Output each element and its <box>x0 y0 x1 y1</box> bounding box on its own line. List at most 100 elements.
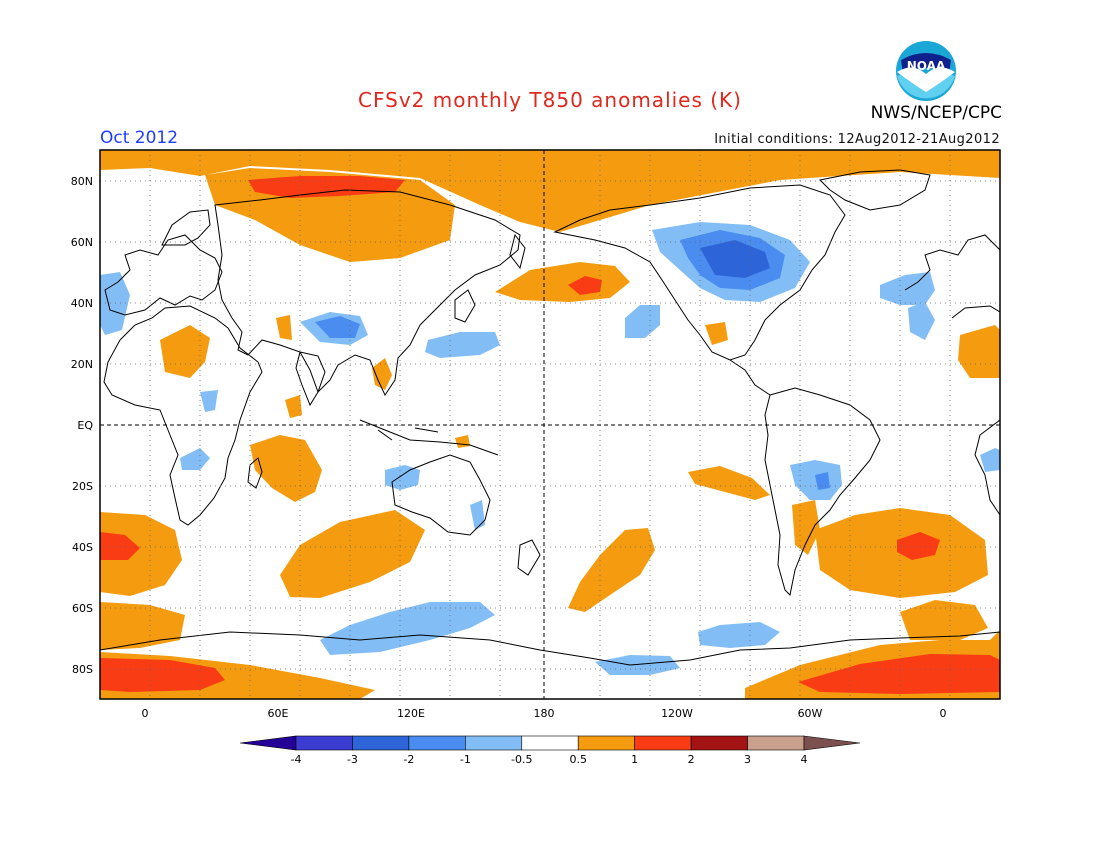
anomaly-n-pacific-core <box>568 276 602 295</box>
anomaly-africa-south <box>180 448 210 470</box>
anomaly-peru-coast <box>688 466 770 500</box>
chart-title: CFSv2 monthly T850 anomalies (K) <box>358 88 742 112</box>
map-frame <box>99 149 1001 700</box>
noaa-logo-text: NOAA <box>907 59 946 73</box>
initial-conditions: Initial conditions: 12Aug2012-21Aug2012 <box>714 132 1000 147</box>
lat-label: EQ <box>77 419 93 432</box>
anomaly-w-africa-lower <box>980 448 1000 472</box>
coast-asia <box>214 189 521 397</box>
lon-label: 60E <box>268 707 289 720</box>
anomaly-c-pacific <box>625 305 660 338</box>
anomaly-indonesia <box>455 435 470 448</box>
lat-label: 60S <box>72 602 93 615</box>
legend-swatch <box>521 735 579 751</box>
anomaly-w-africa-right <box>958 325 1000 378</box>
lon-label: 0 <box>940 707 947 720</box>
lon-label: 120E <box>397 707 425 720</box>
anomaly-n-africa <box>160 325 210 378</box>
anomaly-antarctic-right2 <box>900 600 988 640</box>
legend-swatch <box>352 735 410 751</box>
lat-label: 80S <box>72 663 93 676</box>
anomaly-ross-sea <box>595 655 680 675</box>
lon-label: 0 <box>142 707 149 720</box>
anomaly-siberia-core <box>248 176 405 198</box>
lon-label: 180 <box>534 707 555 720</box>
coast-japan <box>454 289 476 323</box>
lat-label: 40N <box>71 297 93 310</box>
legend-label: -0.5 <box>511 753 532 766</box>
anomaly-madagascar <box>250 435 322 502</box>
legend-label: 2 <box>688 753 695 766</box>
anomaly-africa-east <box>200 390 218 412</box>
legend-label: 1 <box>631 753 638 766</box>
coast-north-america <box>553 184 846 361</box>
anomaly-brazil-core <box>815 472 830 490</box>
coast-europe <box>104 234 223 316</box>
legend-label: 3 <box>744 753 751 766</box>
legend-swatch <box>577 735 635 751</box>
anomaly-australia <box>385 465 420 490</box>
coast-africa-right <box>951 305 1000 516</box>
anomaly-india-west <box>285 395 302 418</box>
coast-antarctica <box>100 631 1000 666</box>
anomaly-n-america-core2 <box>700 240 770 278</box>
lat-label: 40S <box>72 541 93 554</box>
anomaly-tibet-core <box>315 316 360 338</box>
lat-label: 80N <box>71 175 93 188</box>
coast-scandinavia <box>161 209 211 246</box>
legend-arrow-low <box>239 735 297 751</box>
lon-label: 60W <box>798 707 823 720</box>
organization-label: NWS/NCEP/CPC <box>870 103 1002 123</box>
anomaly-iberia <box>100 272 130 335</box>
lat-label: 60N <box>71 236 93 249</box>
coast-australia <box>391 454 491 536</box>
anomaly-w-pacific <box>425 332 500 358</box>
anomaly-mexico <box>705 322 728 345</box>
anomaly-s-america-sw <box>792 500 820 555</box>
legend-label: -3 <box>347 753 358 766</box>
anomaly-n-pacific <box>495 262 630 302</box>
legend-swatch <box>408 735 466 751</box>
legend-label: -1 <box>460 753 471 766</box>
coast-new-zealand <box>517 539 541 576</box>
lat-label: 20S <box>72 480 93 493</box>
anomaly-antarctic-pacific <box>698 622 780 648</box>
anomaly-s-south-atlantic-core <box>897 532 940 560</box>
legend-label: -2 <box>403 753 414 766</box>
anomaly-arctic-band <box>100 150 1000 232</box>
anomaly-antarctic-core-right <box>798 654 1000 694</box>
map-gridlines <box>100 150 1000 699</box>
legend-swatch <box>690 735 748 751</box>
lat-label: 20N <box>71 358 93 371</box>
coast-madagascar <box>247 457 263 489</box>
anomaly-tibet-west <box>276 315 292 340</box>
anomaly-australia-e <box>470 500 485 530</box>
anomaly-antarctic-core-left <box>100 658 225 692</box>
coast-indonesia <box>359 419 499 456</box>
coast-central-america <box>729 359 771 396</box>
legend-swatch <box>295 735 353 751</box>
legend-arrow-high <box>803 735 861 751</box>
legend-swatch <box>634 735 692 751</box>
coast-south-america <box>764 387 881 597</box>
coast-greenland <box>818 169 931 211</box>
anomaly-s-atlantic-core <box>100 532 140 560</box>
color-legend: -4 -3 -2 -1 -0.5 0.5 1 2 3 4 <box>239 735 861 766</box>
legend-swatch <box>747 735 805 751</box>
anomaly-se-asia <box>372 358 392 390</box>
coast-india <box>295 351 326 407</box>
legend-label: 4 <box>801 753 808 766</box>
noaa-logo-icon: NOAA <box>895 40 957 102</box>
anomaly-s-ocean <box>320 602 495 655</box>
anomaly-w-europe <box>908 302 935 340</box>
lon-label: 120W <box>661 707 693 720</box>
legend-label: -4 <box>291 753 302 766</box>
coast-kamchatka <box>509 233 526 270</box>
anomaly-s-atlantic <box>100 512 182 596</box>
legend-label: 0.5 <box>569 753 587 766</box>
equator-dateline <box>100 150 1000 699</box>
legend-swatch <box>465 735 523 751</box>
anomaly-antarctic-left <box>100 602 185 650</box>
anomaly-s-pacific <box>568 528 655 612</box>
